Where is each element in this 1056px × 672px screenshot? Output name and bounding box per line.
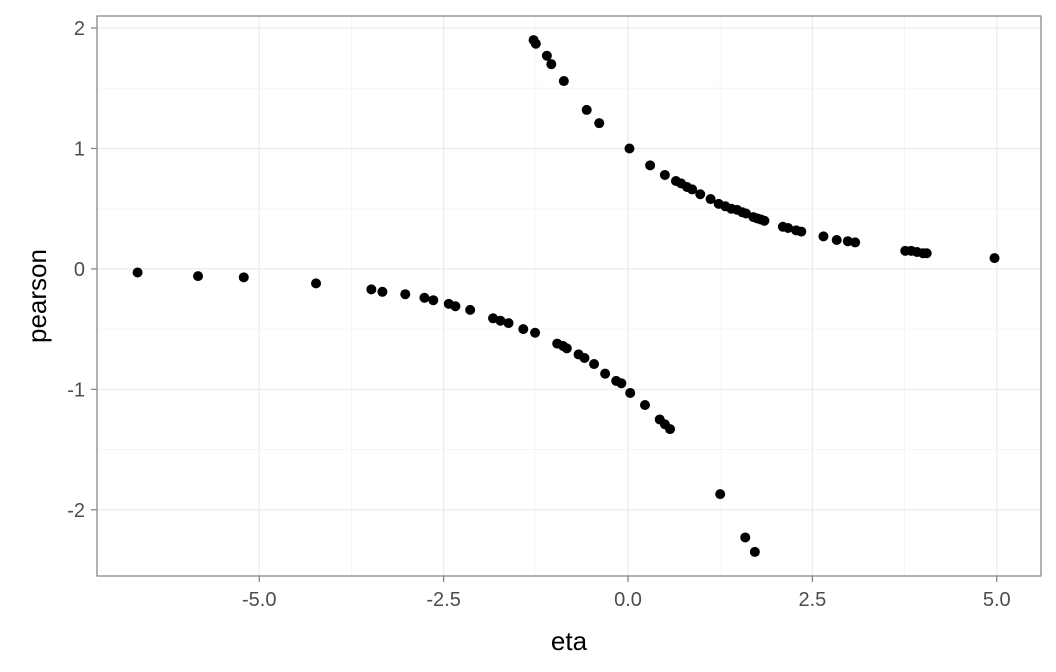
- data-point: [518, 324, 529, 335]
- data-point: [989, 253, 1000, 264]
- x-axis-title: eta: [551, 626, 588, 656]
- y-tick-label: 1: [74, 138, 85, 160]
- data-point: [783, 222, 794, 233]
- data-point: [495, 315, 506, 326]
- y-tick-label: 0: [74, 259, 85, 281]
- axis-ticks: -5.0 -2.5 0.0 2.5 5.0 -2 -1 0 1 2: [67, 18, 1010, 611]
- panel-border: [96, 15, 1042, 577]
- data-point: [428, 295, 439, 306]
- x-tick-label: -5.0: [242, 589, 276, 611]
- y-tick-label: -2: [67, 500, 85, 522]
- data-point: [600, 368, 611, 379]
- data-point: [759, 215, 770, 226]
- data-point: [579, 353, 590, 364]
- data-point: [705, 194, 716, 205]
- data-point: [541, 50, 552, 61]
- y-axis-title: pearson: [22, 249, 52, 343]
- data-point: [741, 208, 751, 219]
- data-point: [749, 546, 760, 557]
- y-tick-label: 2: [74, 18, 85, 40]
- data-point: [740, 532, 751, 543]
- data-point: [639, 399, 650, 410]
- data-point: [921, 248, 932, 259]
- data-point: [561, 343, 572, 354]
- x-tick-label: 2.5: [798, 589, 826, 611]
- data-point: [695, 189, 706, 200]
- data-point: [238, 272, 249, 283]
- data-point: [645, 160, 656, 171]
- x-tick-label: 0.0: [614, 589, 642, 611]
- data-point: [132, 267, 143, 278]
- x-tick-label: -2.5: [426, 589, 460, 611]
- data-point: [796, 226, 807, 237]
- data-point: [625, 387, 636, 398]
- data-point: [594, 118, 605, 129]
- data-point: [831, 235, 842, 245]
- data-point: [842, 236, 853, 247]
- data-point: [503, 318, 514, 329]
- data-point: [659, 169, 670, 180]
- data-point: [850, 237, 861, 248]
- data-point: [687, 184, 698, 195]
- data-point: [377, 286, 388, 297]
- data-point: [450, 301, 461, 312]
- data-point: [419, 292, 430, 303]
- data-point: [465, 304, 476, 315]
- data-point: [400, 289, 411, 300]
- data-point: [193, 271, 204, 282]
- data-point: [715, 489, 726, 500]
- data-point: [589, 359, 600, 370]
- data-point: [818, 231, 829, 242]
- y-tick-label: -1: [67, 379, 85, 401]
- data-point: [624, 143, 635, 154]
- x-tick-label: 5.0: [983, 589, 1011, 611]
- data-point: [530, 38, 541, 49]
- data-point: [546, 59, 557, 70]
- data-point: [558, 76, 569, 87]
- grid-lines: [97, 16, 1041, 576]
- data-point: [616, 378, 627, 389]
- data-point: [665, 424, 676, 435]
- data-point: [366, 284, 377, 295]
- data-point: [311, 278, 322, 289]
- data-point: [581, 104, 592, 115]
- data-point: [530, 327, 541, 338]
- data-points: [132, 35, 1000, 557]
